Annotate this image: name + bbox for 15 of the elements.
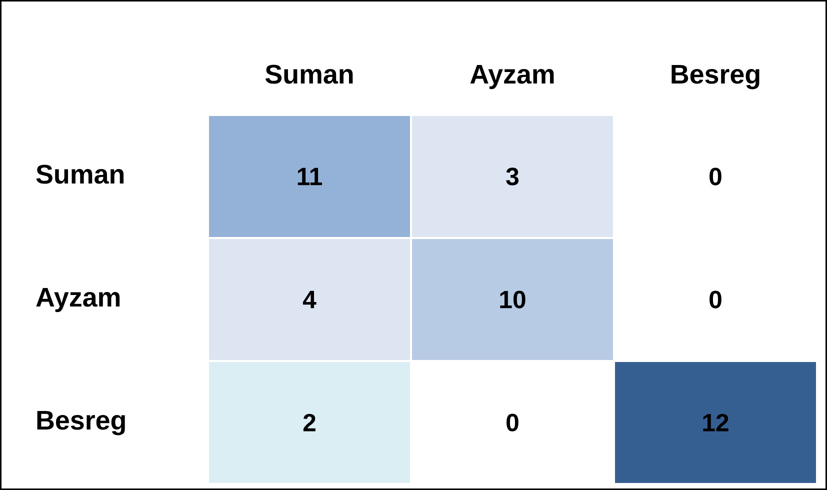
data-label: 0	[710, 168, 722, 186]
y-tick-label: Besreg	[37, 410, 125, 436]
x-tick-label: Ayzam	[470, 64, 554, 90]
y-tick-label: Suman	[36, 164, 124, 184]
data-label: 3	[506, 168, 519, 186]
data-label: 4	[302, 290, 316, 308]
data-label: 10	[500, 290, 526, 308]
data-label: 0	[710, 290, 722, 308]
x-tick-label: Suman	[265, 64, 353, 84]
data-label: 0	[506, 414, 518, 432]
y-tick-label: Ayzam	[36, 288, 120, 312]
data-label: 11	[298, 168, 322, 186]
data-label: 2	[303, 414, 316, 432]
x-tick-label: Besreg	[672, 64, 760, 90]
data-label: 12	[703, 414, 728, 432]
